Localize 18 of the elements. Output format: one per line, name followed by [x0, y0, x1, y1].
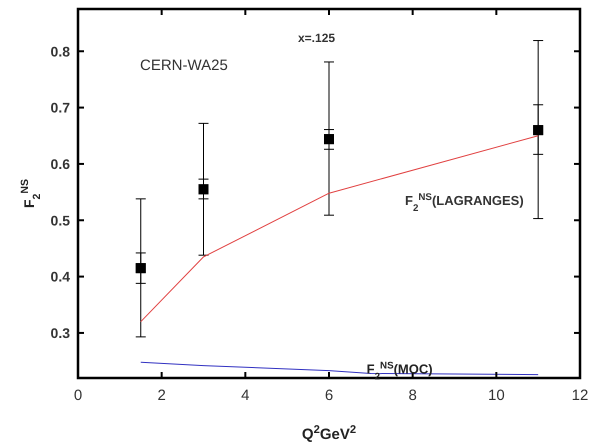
y-tick-label: 0.3: [50, 324, 70, 341]
x-axis-title: Q$^{2}$GeV$^{2}$: [302, 424, 356, 443]
y-tick-label: 0.4: [50, 268, 70, 285]
x-tick-label: 10: [488, 387, 505, 404]
x-tick-label: 8: [408, 387, 417, 404]
x-tick-label: 12: [572, 387, 588, 404]
y-tick-label: 0.6: [50, 156, 70, 172]
annotation: x=.125: [298, 31, 336, 45]
annotation: CERN-WA25: [140, 57, 228, 74]
annotation: F$_{2}$$^{NS}$(MOC): [366, 360, 433, 382]
x-tick-label: 6: [324, 387, 334, 404]
y-tick-label: 0.8: [50, 43, 70, 60]
y-tick-label: 0.5: [50, 212, 70, 228]
annotation: F$_{2}$$^{NS}$(LAGRANGES): [405, 192, 524, 214]
x-tick-label: 2: [157, 387, 166, 404]
x-tick-label: 4: [241, 387, 250, 404]
x-tick-label: 0: [74, 387, 82, 404]
y-tick-label: 0.7: [50, 100, 70, 116]
